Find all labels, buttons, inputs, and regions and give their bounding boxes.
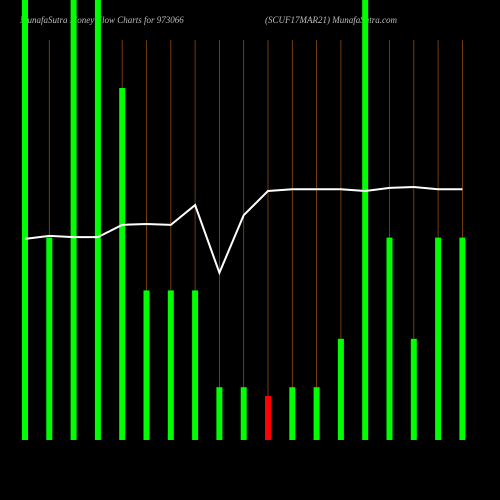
price-line [24, 185, 463, 276]
bar [216, 387, 223, 440]
bar [70, 0, 77, 440]
bar [192, 290, 199, 440]
chart-title: MunafaSutra Money Flow Charts for 973066 [19, 15, 184, 25]
chart-subtitle: (SCUF17MAR21) MunafaSutra.com [265, 15, 397, 25]
bar [410, 338, 417, 440]
bar [435, 237, 442, 440]
bar [337, 338, 344, 440]
bar [143, 290, 150, 440]
bar [459, 237, 466, 440]
bar [313, 387, 320, 440]
bar [362, 0, 369, 440]
bar [386, 237, 393, 440]
bar [289, 387, 296, 440]
bar [22, 0, 28, 440]
bar [265, 396, 271, 440]
bar [167, 290, 174, 440]
bar [240, 387, 247, 440]
bar [119, 88, 126, 440]
bar [94, 0, 101, 440]
bar [46, 237, 53, 440]
